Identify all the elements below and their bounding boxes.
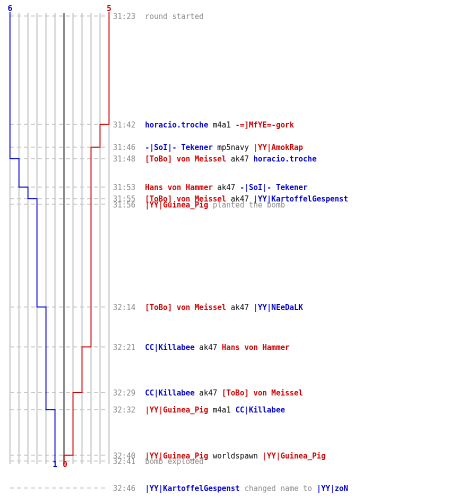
event-text-part: ak47 (213, 183, 240, 192)
event-text-part: round started (145, 12, 204, 21)
event-text-part: m4a1 (208, 120, 235, 129)
event-text-part: |YY|KartoffelGespenst (145, 484, 240, 494)
event-time-label: 31:46 (113, 143, 136, 152)
event-text-part: ak47 (226, 155, 253, 164)
event-text: [ToBo] von Meissel ak47 |YY|NEeDaLK (145, 303, 304, 313)
event-time-label: 32:21 (113, 343, 136, 352)
event-text-part: ak47 (226, 195, 253, 204)
event-text: round started (145, 12, 204, 21)
event-text: [ToBo] von Meissel ak47 horacio.troche (145, 155, 317, 164)
event-time-label: 31:42 (113, 120, 136, 129)
event-text: CC|Killabee ak47 [ToBo] von Meissel (145, 389, 303, 399)
event-time-label: 32:14 (113, 303, 136, 312)
event-time-label: 31:48 (113, 155, 136, 164)
event-text-part: |YY|zoN (317, 484, 349, 494)
event-text-part: horacio.troche (145, 120, 209, 129)
event-time-label: 31:56 (113, 200, 136, 209)
event-text-part: ak47 (226, 303, 253, 312)
grid-lines (9, 13, 110, 464)
event-text-part: -|SoI|- Tekener (240, 183, 308, 193)
event-text-part: Hans von Hammer (222, 343, 290, 352)
event-text-part: Hans von Hammer (145, 183, 213, 192)
event-time-label: 32:41 (113, 457, 136, 466)
event-text: CC|Killabee ak47 Hans von Hammer (145, 343, 290, 353)
event-time-label: 32:46 (113, 484, 136, 493)
tr-end-tick: 0 (63, 460, 68, 469)
event-text-part: worldspawn (208, 451, 262, 460)
event-time-label: 32:32 (113, 406, 136, 415)
event-text-part: [ToBo] von Meissel (145, 303, 226, 312)
event-text-part: |YY|KartoffelGespenst (253, 195, 348, 205)
event-text-part: |YY|Guinea_Pig (145, 200, 209, 210)
event-text-part: planted the bomb (208, 200, 285, 209)
event-text: horacio.troche m4a1 -=]MfYE=-gork (145, 120, 294, 129)
event-log: 31:23 round started 31:42 horacio.troche m4… (113, 12, 349, 494)
event-text-part: [ToBo] von Meissel (145, 155, 226, 164)
tr-start-tick: 5 (107, 4, 112, 13)
event-time-label: 31:23 (113, 12, 136, 21)
event-text-part: -=]MfYE=-gork (235, 120, 294, 129)
event-text-part: mp5navy (213, 143, 254, 152)
event-text: |YY|Guinea_Pig planted the bomb (145, 200, 285, 210)
event-text-part: CC|Killabee (145, 389, 195, 399)
event-text-part: [ToBo] von Meissel (145, 195, 226, 204)
event-text-part: [ToBo] von Meissel (222, 389, 303, 398)
series-lines (9, 12, 110, 461)
event-text-part: |YY|AmokRap (253, 143, 303, 153)
event-text-part: CC|Killabee (235, 406, 285, 416)
event-text: -|SoI|- Tekener mp5navy |YY|AmokRap (145, 143, 304, 153)
ct-end-tick: 1 (53, 460, 58, 469)
event-text: [ToBo] von Meissel ak47 |YY|KartoffelGes… (145, 195, 348, 205)
ct-start-tick: 6 (8, 4, 13, 13)
event-guide-lines (10, 15, 108, 489)
event-text: Hans von Hammer ak47 -|SoI|- Tekener (145, 183, 308, 193)
series-line-ct (9, 12, 56, 461)
event-text: |YY|Guinea_Pig worldspawn |YY|Guinea_Pig (145, 451, 326, 461)
event-text-part: changed name to (240, 484, 317, 493)
event-text: |YY|KartoffelGespenst changed name to |Y… (145, 484, 349, 494)
event-text: bomb exploded (145, 457, 204, 466)
event-time-label: 32:40 (113, 451, 136, 460)
event-text-part: |YY|Guinea_Pig (145, 406, 209, 416)
event-text-part: bomb exploded (145, 457, 204, 466)
event-time-label: 31:55 (113, 195, 136, 204)
event-text-part: CC|Killabee (145, 343, 195, 353)
event-text-part: m4a1 (208, 406, 235, 415)
event-text-part: |YY|Guinea_Pig (262, 451, 326, 461)
event-text-part: ak47 (195, 343, 222, 352)
event-text-part: |YY|NEeDaLK (253, 303, 303, 313)
axis-tick-labels: 6 5 1 0 (8, 4, 112, 469)
event-text-part: horacio.troche (253, 155, 317, 164)
event-text-part: |YY|Guinea_Pig (145, 451, 209, 461)
event-time-label: 31:53 (113, 183, 136, 192)
event-time-label: 32:29 (113, 389, 136, 398)
event-text-part: ak47 (195, 389, 222, 398)
event-text: |YY|Guinea_Pig m4a1 CC|Killabee (145, 406, 285, 416)
series-line-t (63, 12, 110, 461)
event-text-part: -|SoI|- Tekener (145, 143, 213, 153)
